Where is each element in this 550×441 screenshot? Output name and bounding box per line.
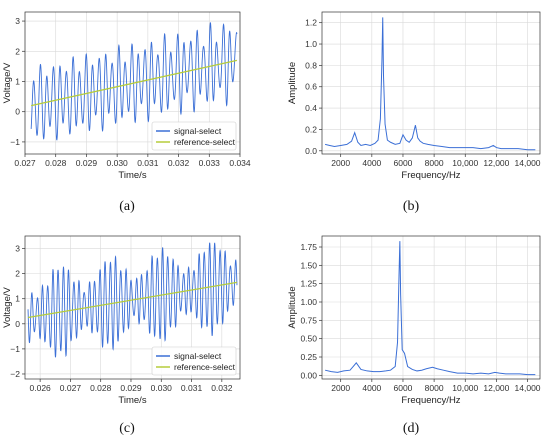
x-tick-label: 10,000 xyxy=(452,158,478,168)
y-tick-label: 0.6 xyxy=(305,82,317,92)
x-tick-label: 4000 xyxy=(362,158,381,168)
y-tick-label: 2 xyxy=(15,46,20,56)
y-tick-label: 0.75 xyxy=(300,315,317,325)
x-tick-label: 0.028 xyxy=(90,383,112,393)
x-tick-label: 12,000 xyxy=(483,158,509,168)
y-tick-label: 0.50 xyxy=(300,334,317,344)
plot-area xyxy=(27,242,238,358)
y-tick-label: 1.0 xyxy=(305,39,317,49)
series-line-spectrum xyxy=(324,17,536,151)
x-tick-label: 14,000 xyxy=(515,158,541,168)
y-tick-label: 0 xyxy=(15,319,20,329)
y-tick-label: 1.75 xyxy=(300,242,317,252)
x-tick-label: 0.030 xyxy=(107,158,129,168)
y-tick-label: 3 xyxy=(15,244,20,254)
x-tick-label: 0.030 xyxy=(151,383,173,393)
x-axis-label: Time/s xyxy=(118,170,146,181)
y-tick-label: 0.8 xyxy=(305,60,317,70)
y-tick-label: 0.0 xyxy=(305,146,317,156)
plot-frame xyxy=(321,235,541,380)
x-tick-label: 2000 xyxy=(331,383,350,393)
plot-frame xyxy=(321,11,541,155)
y-axis-label: Voltage/V xyxy=(2,62,13,103)
x-tick-label: 2000 xyxy=(331,158,350,168)
y-tick-label: 1 xyxy=(15,294,20,304)
y-tick-label: −1 xyxy=(10,137,20,147)
plot-area xyxy=(324,241,536,376)
y-tick-label: 1.00 xyxy=(300,297,317,307)
x-tick-label: 0.029 xyxy=(120,383,142,393)
plot-area xyxy=(30,22,238,141)
y-tick-label: 0.2 xyxy=(305,124,317,134)
x-axis-label: Frequency/Hz xyxy=(401,170,460,181)
y-tick-label: 0.4 xyxy=(305,103,317,113)
y-axis-label: Amplitude xyxy=(287,286,298,328)
y-tick-label: 0 xyxy=(15,107,20,117)
chart-b: 2000 4000 6000 8000 10,000 12,000 14,000 0.0 0.2… xyxy=(287,11,541,214)
y-tick-label: 3 xyxy=(15,16,20,26)
panel-label-d: (d) xyxy=(403,421,420,436)
y-tick-label: 1 xyxy=(15,76,20,86)
y-tick-label: 1.50 xyxy=(300,260,317,270)
x-tick-label: 0.029 xyxy=(76,158,98,168)
x-tick-label: 0.027 xyxy=(60,383,82,393)
x-tick-label: 12,000 xyxy=(483,383,509,393)
x-tick-label: 8000 xyxy=(425,158,444,168)
y-tick-label: 1.25 xyxy=(300,279,317,289)
x-tick-label: 4000 xyxy=(362,383,381,393)
series-line-reference-select xyxy=(31,59,238,107)
x-tick-label: 0.032 xyxy=(211,383,233,393)
x-tick-label: 0.032 xyxy=(168,158,190,168)
panel-label-c: (c) xyxy=(119,421,135,436)
x-tick-label: 8000 xyxy=(425,383,444,393)
legend-label: reference-select xyxy=(174,362,236,372)
x-tick-label: 0.031 xyxy=(181,383,203,393)
series-line-spectrum xyxy=(324,241,536,376)
x-axis-label: Frequency/Hz xyxy=(401,395,460,406)
y-tick-label: 0.00 xyxy=(300,370,317,380)
chart-d: 2000 4000 6000 8000 10,000 12,000 14,000 0.00 0.… xyxy=(287,235,541,436)
y-tick-label: −2 xyxy=(10,369,20,379)
x-tick-label: 0.027 xyxy=(14,158,36,168)
y-tick-label: 1.2 xyxy=(305,18,317,28)
y-axis-label: Voltage/V xyxy=(2,287,13,328)
x-tick-label: 0.033 xyxy=(199,158,221,168)
x-tick-label: 14,000 xyxy=(515,383,541,393)
y-tick-label: 0.25 xyxy=(300,352,317,362)
plot-frame xyxy=(24,11,241,155)
x-tick-label: 0.026 xyxy=(30,383,52,393)
x-tick-label: 6000 xyxy=(394,383,413,393)
legend-label: reference-select xyxy=(174,137,236,147)
x-tick-label: 10,000 xyxy=(452,383,478,393)
x-tick-label: 0.031 xyxy=(137,158,159,168)
series-line-reference-select xyxy=(27,281,238,319)
series-line-signal-select xyxy=(30,22,238,141)
x-tick-label: 0.028 xyxy=(45,158,67,168)
x-axis-label: Time/s xyxy=(118,395,146,406)
x-tick-label: 6000 xyxy=(394,158,413,168)
x-tick-label: 0.034 xyxy=(229,158,251,168)
chart-a: 0.027 0.028 0.029 0.030 0.031 0.032 0.033 0.034… xyxy=(2,11,251,214)
plot-area xyxy=(324,17,536,151)
panel-label-a: (a) xyxy=(119,199,135,214)
y-tick-label: 2 xyxy=(15,269,20,279)
y-axis-label: Amplitude xyxy=(287,62,298,104)
legend-label: signal-select xyxy=(174,126,222,136)
chart-c: 0.026 0.027 0.028 0.029 0.030 0.031 0.032 −2 −1 0… xyxy=(2,235,241,436)
plot-frame xyxy=(24,235,241,380)
panel-label-b: (b) xyxy=(403,199,420,214)
legend-label: signal-select xyxy=(174,351,222,361)
y-tick-label: −1 xyxy=(10,344,20,354)
